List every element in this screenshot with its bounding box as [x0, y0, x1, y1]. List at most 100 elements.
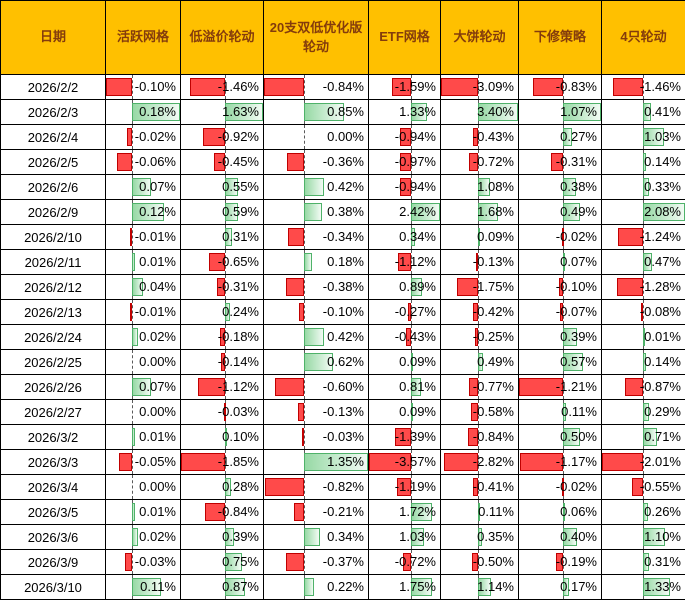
value-cell[interactable]: 0.01%: [601, 324, 685, 350]
value-cell[interactable]: -0.77%: [440, 374, 519, 400]
value-cell[interactable]: 0.18%: [105, 99, 181, 125]
value-cell[interactable]: 0.40%: [518, 524, 602, 550]
value-cell[interactable]: 0.22%: [263, 574, 369, 600]
value-cell[interactable]: 0.04%: [105, 274, 181, 300]
value-cell[interactable]: -0.10%: [518, 274, 602, 300]
value-cell[interactable]: -0.84%: [440, 424, 519, 450]
value-cell[interactable]: -0.82%: [263, 474, 369, 500]
value-cell[interactable]: -1.12%: [180, 374, 264, 400]
value-cell[interactable]: -0.10%: [105, 74, 181, 100]
value-cell[interactable]: -0.84%: [180, 499, 264, 525]
value-cell[interactable]: -0.84%: [263, 74, 369, 100]
value-cell[interactable]: -0.92%: [180, 124, 264, 150]
value-cell[interactable]: -0.58%: [440, 399, 519, 425]
value-cell[interactable]: 0.38%: [263, 199, 369, 225]
value-cell[interactable]: 0.85%: [263, 99, 369, 125]
value-cell[interactable]: -1.21%: [518, 374, 602, 400]
date-cell[interactable]: 2026/3/6: [0, 524, 106, 550]
column-header-3[interactable]: 20支双低优化版轮动: [263, 0, 369, 75]
value-cell[interactable]: -0.02%: [105, 124, 181, 150]
value-cell[interactable]: -0.03%: [180, 399, 264, 425]
value-cell[interactable]: -0.38%: [263, 274, 369, 300]
date-cell[interactable]: 2026/3/9: [0, 549, 106, 575]
value-cell[interactable]: -0.55%: [601, 474, 685, 500]
date-cell[interactable]: 2026/2/12: [0, 274, 106, 300]
value-cell[interactable]: 2.42%: [368, 199, 441, 225]
value-cell[interactable]: 1.08%: [440, 174, 519, 200]
date-cell[interactable]: 2026/2/5: [0, 149, 106, 175]
value-cell[interactable]: -0.31%: [180, 274, 264, 300]
value-cell[interactable]: 0.00%: [105, 474, 181, 500]
value-cell[interactable]: 1.14%: [440, 574, 519, 600]
value-cell[interactable]: -1.59%: [368, 74, 441, 100]
value-cell[interactable]: -0.43%: [440, 124, 519, 150]
value-cell[interactable]: 0.01%: [105, 499, 181, 525]
value-cell[interactable]: -2.01%: [601, 449, 685, 475]
value-cell[interactable]: 0.11%: [440, 499, 519, 525]
value-cell[interactable]: 0.75%: [180, 549, 264, 575]
value-cell[interactable]: 0.57%: [518, 349, 602, 375]
date-cell[interactable]: 2026/2/13: [0, 299, 106, 325]
value-cell[interactable]: 0.09%: [368, 399, 441, 425]
value-cell[interactable]: 1.63%: [180, 99, 264, 125]
value-cell[interactable]: -1.19%: [368, 474, 441, 500]
column-header-7[interactable]: 4只轮动: [601, 0, 685, 75]
date-cell[interactable]: 2026/2/25: [0, 349, 106, 375]
value-cell[interactable]: 0.00%: [105, 349, 181, 375]
value-cell[interactable]: 0.09%: [368, 349, 441, 375]
value-cell[interactable]: 1.03%: [601, 124, 685, 150]
value-cell[interactable]: -0.13%: [440, 249, 519, 275]
value-cell[interactable]: 0.42%: [263, 174, 369, 200]
value-cell[interactable]: -0.01%: [105, 299, 181, 325]
value-cell[interactable]: 0.31%: [180, 224, 264, 250]
value-cell[interactable]: -0.43%: [368, 324, 441, 350]
date-cell[interactable]: 2026/3/10: [0, 574, 106, 600]
column-header-4[interactable]: ETF网格: [368, 0, 441, 75]
value-cell[interactable]: 1.33%: [601, 574, 685, 600]
value-cell[interactable]: 0.39%: [518, 324, 602, 350]
value-cell[interactable]: 0.33%: [601, 174, 685, 200]
date-cell[interactable]: 2026/2/9: [0, 199, 106, 225]
value-cell[interactable]: -1.28%: [601, 274, 685, 300]
value-cell[interactable]: -1.24%: [601, 224, 685, 250]
value-cell[interactable]: 0.71%: [601, 424, 685, 450]
value-cell[interactable]: 0.28%: [180, 474, 264, 500]
value-cell[interactable]: 0.10%: [180, 424, 264, 450]
value-cell[interactable]: -0.72%: [440, 149, 519, 175]
value-cell[interactable]: -0.05%: [105, 449, 181, 475]
value-cell[interactable]: -0.03%: [263, 424, 369, 450]
date-cell[interactable]: 2026/3/4: [0, 474, 106, 500]
value-cell[interactable]: 0.01%: [105, 424, 181, 450]
value-cell[interactable]: -1.46%: [601, 74, 685, 100]
value-cell[interactable]: 1.07%: [518, 99, 602, 125]
value-cell[interactable]: 1.72%: [368, 499, 441, 525]
value-cell[interactable]: 3.40%: [440, 99, 519, 125]
value-cell[interactable]: 0.14%: [601, 149, 685, 175]
value-cell[interactable]: 0.35%: [440, 524, 519, 550]
value-cell[interactable]: -0.65%: [180, 249, 264, 275]
value-cell[interactable]: 0.24%: [180, 299, 264, 325]
value-cell[interactable]: 0.07%: [105, 374, 181, 400]
value-cell[interactable]: -1.39%: [368, 424, 441, 450]
date-cell[interactable]: 2026/2/26: [0, 374, 106, 400]
value-cell[interactable]: -0.83%: [518, 74, 602, 100]
date-cell[interactable]: 2026/2/6: [0, 174, 106, 200]
value-cell[interactable]: 0.11%: [518, 399, 602, 425]
value-cell[interactable]: -2.82%: [440, 449, 519, 475]
date-cell[interactable]: 2026/2/11: [0, 249, 106, 275]
value-cell[interactable]: 0.07%: [518, 249, 602, 275]
value-cell[interactable]: 0.02%: [105, 524, 181, 550]
value-cell[interactable]: -0.97%: [368, 149, 441, 175]
value-cell[interactable]: 0.87%: [180, 574, 264, 600]
value-cell[interactable]: -0.01%: [105, 224, 181, 250]
value-cell[interactable]: 0.47%: [601, 249, 685, 275]
column-header-5[interactable]: 大饼轮动: [440, 0, 519, 75]
value-cell[interactable]: 0.00%: [105, 399, 181, 425]
value-cell[interactable]: -1.17%: [518, 449, 602, 475]
value-cell[interactable]: -0.36%: [263, 149, 369, 175]
value-cell[interactable]: -1.12%: [368, 249, 441, 275]
column-header-1[interactable]: 活跃网格: [105, 0, 181, 75]
value-cell[interactable]: 0.34%: [368, 224, 441, 250]
value-cell[interactable]: -0.41%: [440, 474, 519, 500]
value-cell[interactable]: 0.89%: [368, 274, 441, 300]
